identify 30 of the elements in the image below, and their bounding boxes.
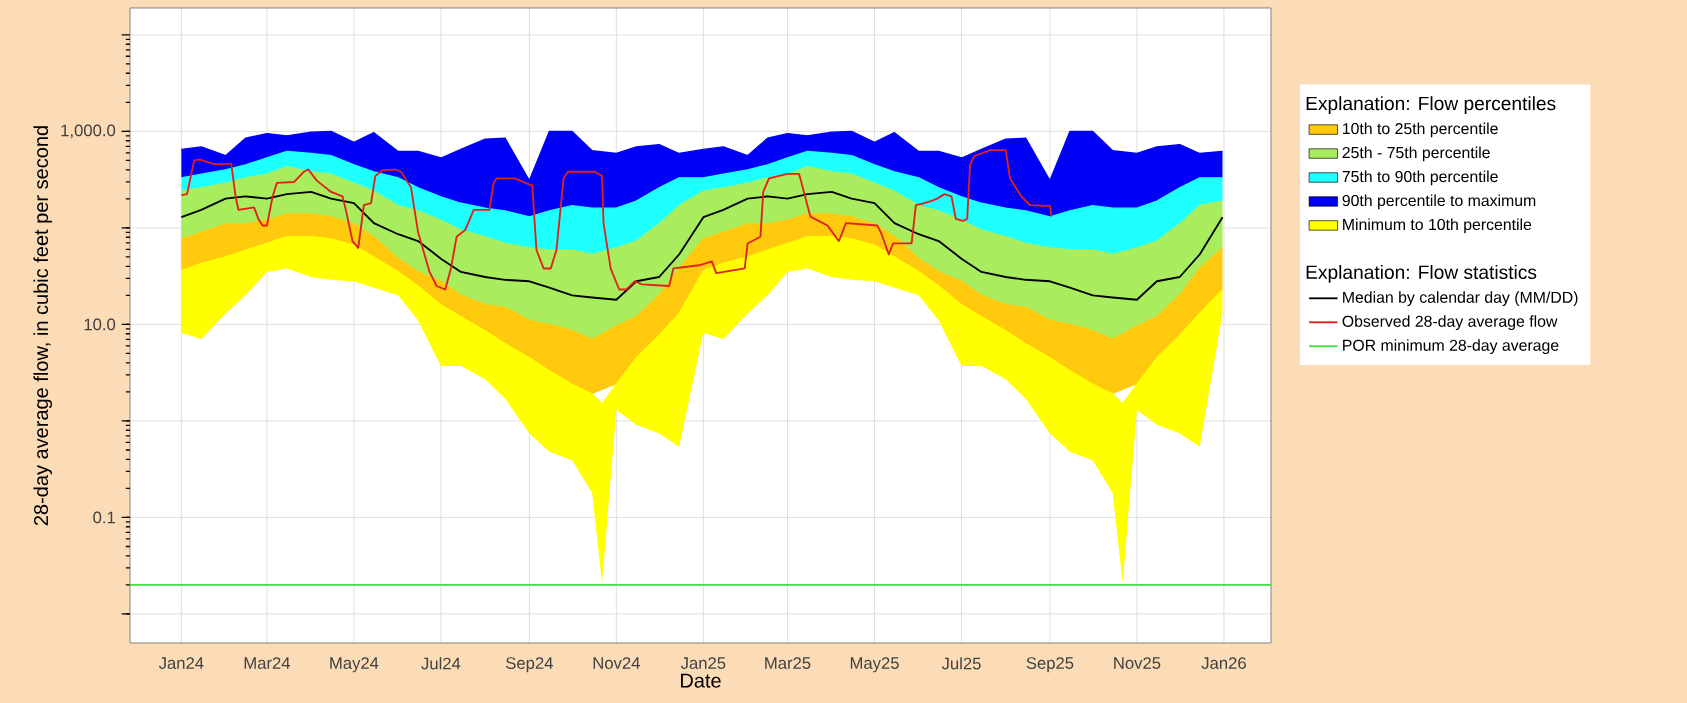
legend-label: Median by calendar day (MM/DD)	[1343, 291, 1578, 307]
text: Explanation: Flow percentiles	[1306, 96, 1556, 115]
x-tick-label: May24	[330, 657, 379, 673]
x-tick-label: Jul24	[421, 657, 461, 670]
x-tick-label: Jan24	[158, 657, 204, 669]
y-tick-label: 1,000.0	[61, 124, 116, 139]
line-series	[180, 190, 1224, 301]
legend-label: 90th percentile to maximum	[1342, 194, 1536, 210]
x-tick-label: Nov25	[1114, 657, 1161, 669]
x-tick-label: Sep25	[1026, 657, 1074, 673]
x-axis-title: Date	[681, 673, 721, 688]
legend-label: Observed 28-day average flow	[1342, 315, 1558, 331]
x-tick-label: Jan25	[680, 657, 726, 669]
legend-label: 75th to 90th percentile	[1342, 170, 1498, 186]
y-tick-label: 0.1	[93, 511, 115, 524]
line-series	[180, 149, 1053, 291]
y-axis-title: 28-day average flow, in cubic feet per second	[33, 126, 53, 526]
x-tick-label: Sep24	[506, 657, 553, 673]
y-tick-label: 10.0	[84, 318, 116, 331]
x-tick-label: Mar24	[244, 657, 291, 669]
x-tick-label: Jan26	[1201, 657, 1246, 669]
legend-label: Minimum to 10th percentile	[1343, 218, 1532, 234]
text: Explanation: Flow statistics	[1306, 264, 1537, 283]
legend-label: 25th - 75th percentile	[1342, 146, 1490, 162]
legend-label: 10th to 25th percentile	[1343, 122, 1498, 138]
x-tick-label: Mar25	[765, 657, 811, 669]
legend-label: POR minimum 28-day average	[1343, 339, 1559, 355]
x-tick-label: Nov24	[593, 657, 640, 669]
x-tick-label: May25	[850, 657, 899, 673]
x-tick-label: Jul25	[941, 657, 981, 670]
